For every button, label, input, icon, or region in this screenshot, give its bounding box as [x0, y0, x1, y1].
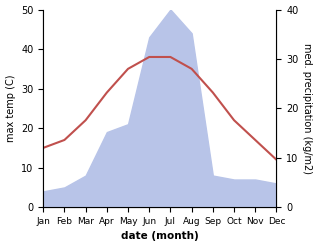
X-axis label: date (month): date (month) [121, 231, 199, 242]
Y-axis label: max temp (C): max temp (C) [5, 75, 16, 142]
Y-axis label: med. precipitation (kg/m2): med. precipitation (kg/m2) [302, 43, 313, 174]
